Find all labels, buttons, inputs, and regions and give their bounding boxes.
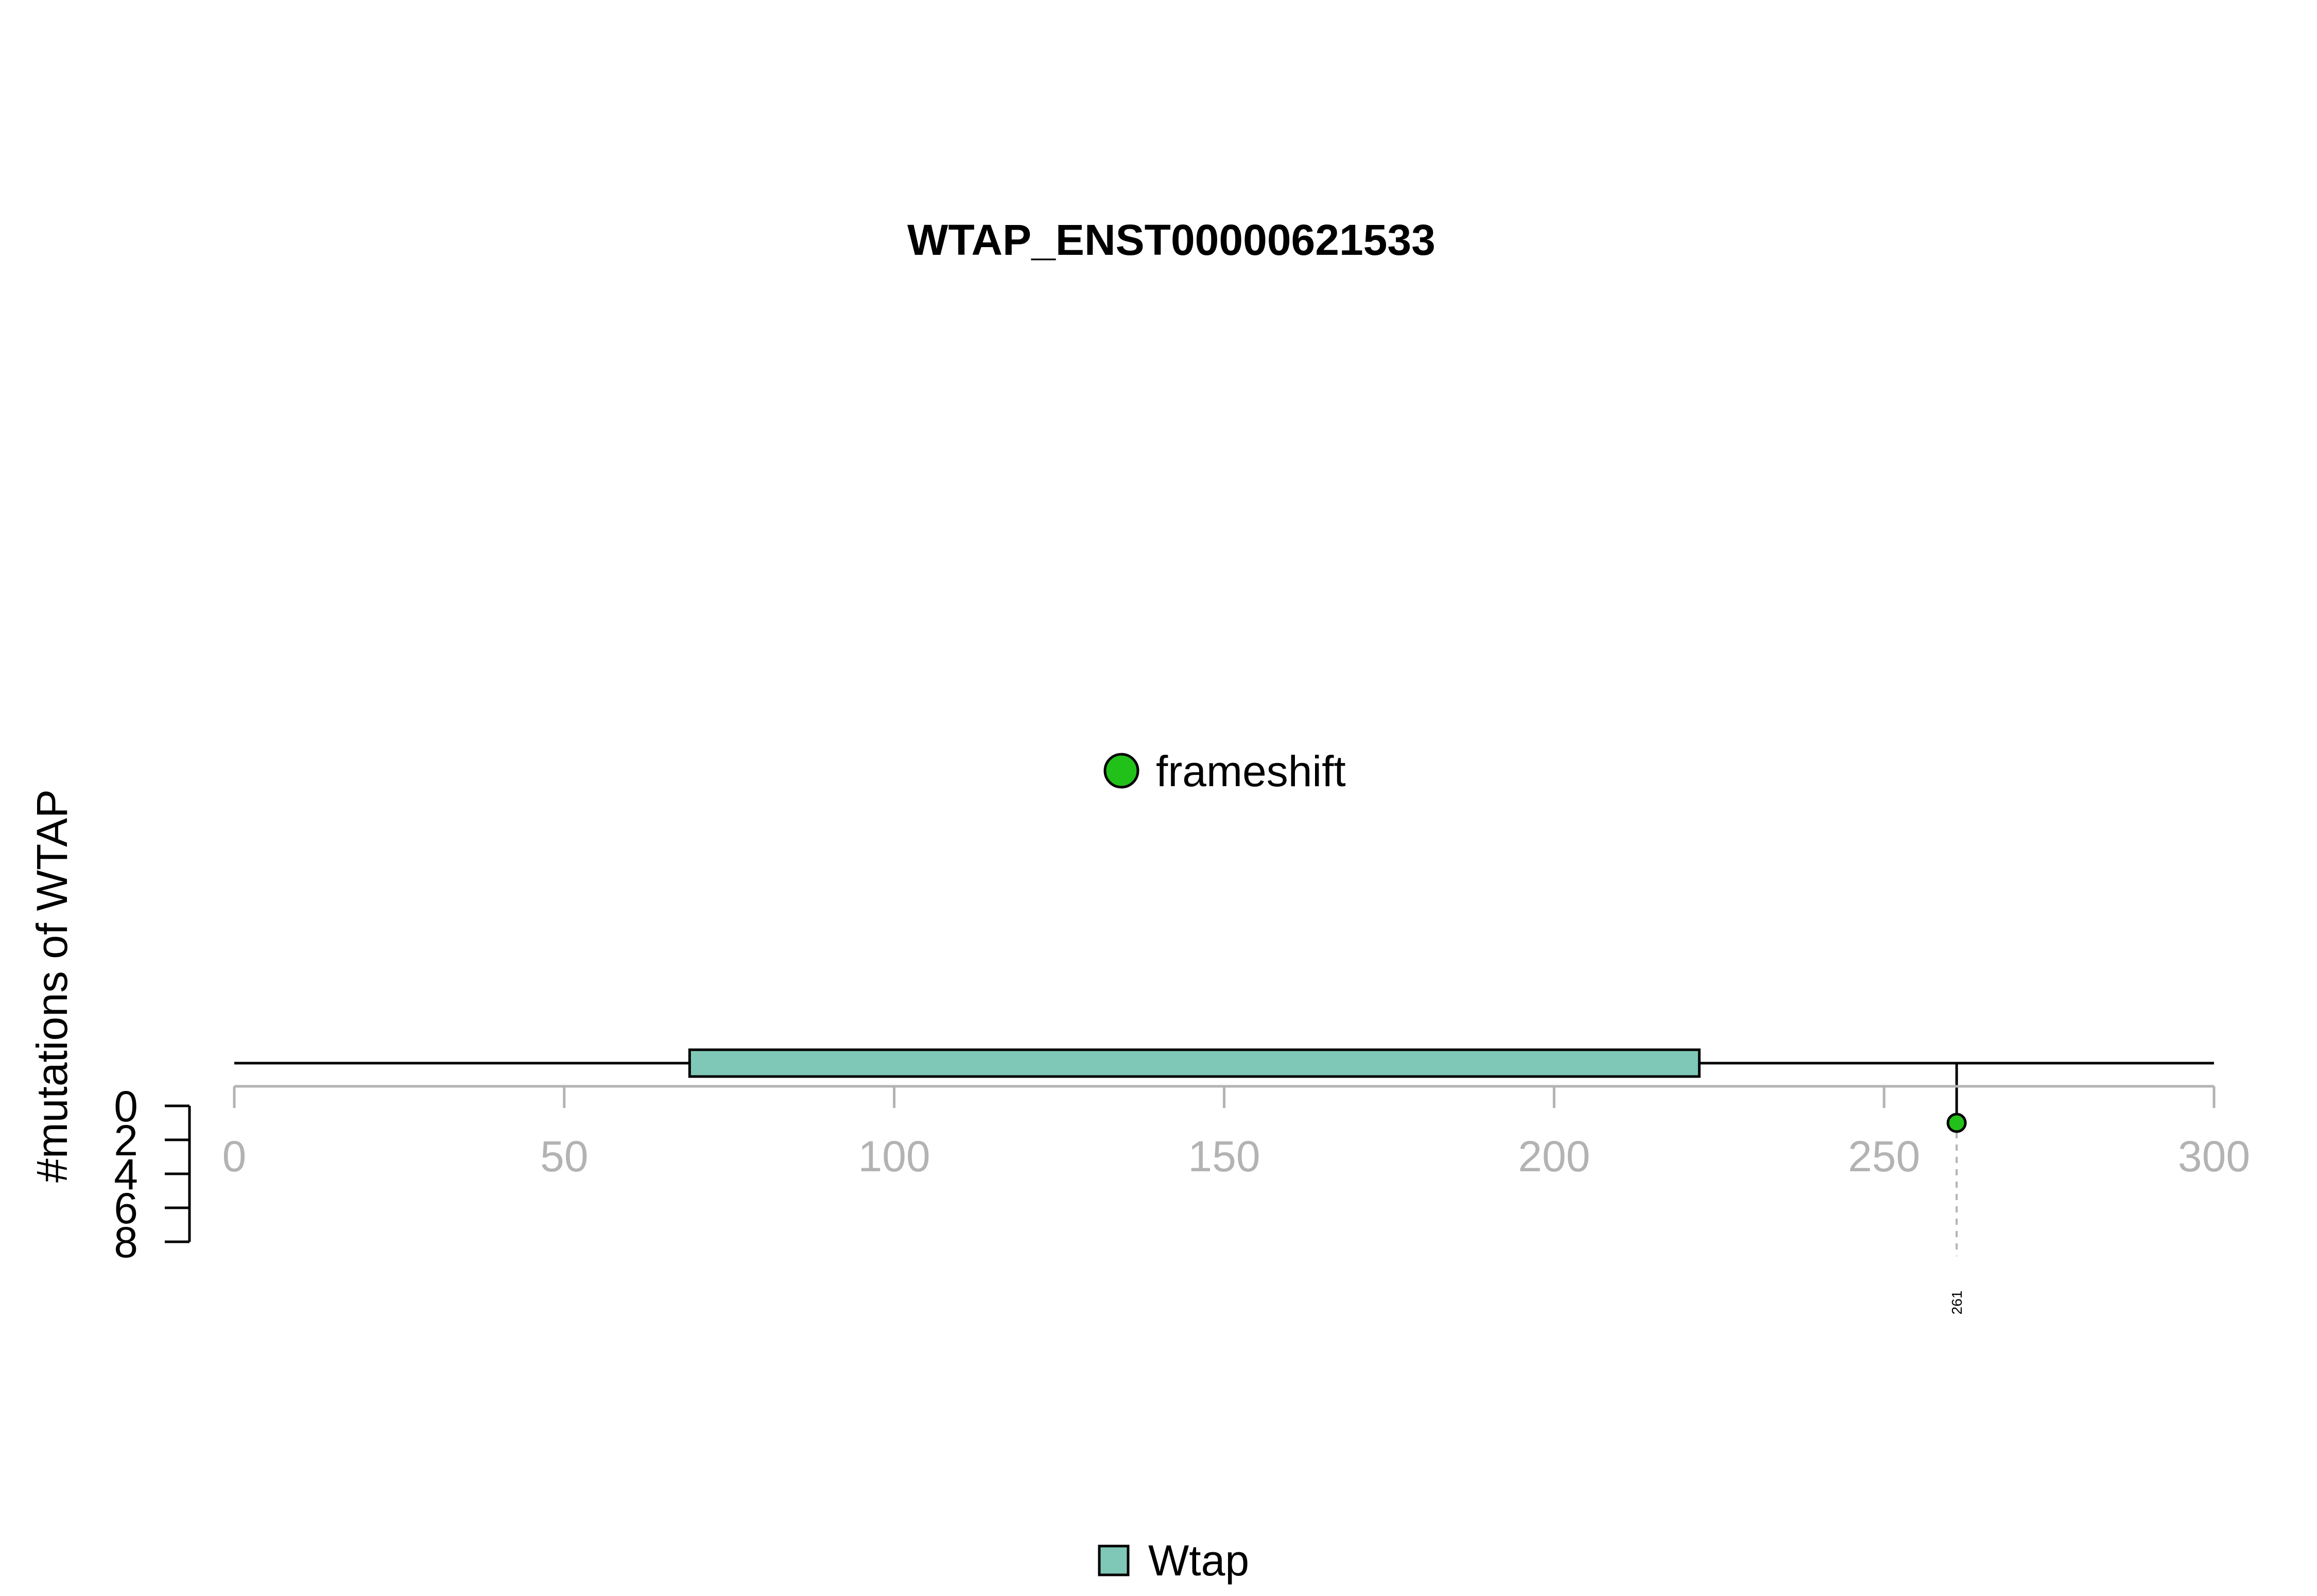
- legend-wtap-swatch: [1098, 1545, 1130, 1576]
- y-tick-label-8: 8: [114, 1218, 138, 1267]
- x-tick-label-250: 250: [1848, 1132, 1920, 1181]
- lollipop-position-label-261: 261: [1949, 1291, 1965, 1315]
- y-axis-label: #mutations of WTAP: [28, 789, 76, 1183]
- y-tick-label-2: 2: [114, 1116, 138, 1165]
- legend-frameshift-marker: [1103, 753, 1139, 789]
- x-tick-label-50: 50: [540, 1132, 588, 1181]
- domain-legend: Wtap: [1098, 1536, 1249, 1585]
- x-tick-label-200: 200: [1518, 1132, 1590, 1181]
- y-tick-label-4: 4: [114, 1150, 138, 1199]
- y-tick-label-0: 0: [114, 1082, 138, 1131]
- chart-title: WTAP_ENST00000621533: [907, 216, 1436, 264]
- legend-wtap-label: Wtap: [1148, 1536, 1249, 1585]
- domain-wtap: [688, 1048, 1701, 1078]
- y-tick-label-6: 6: [114, 1184, 138, 1233]
- x-tick-label-100: 100: [858, 1132, 930, 1181]
- lollipop-head-261: [1946, 1113, 1967, 1133]
- legend-frameshift-label: frameshift: [1156, 747, 1346, 795]
- x-axis: 0 50 100 150 200 250 300: [222, 1085, 2250, 1181]
- mutation-legend: frameshift: [1103, 747, 1346, 795]
- lollipop-layer: 261: [1946, 1063, 1967, 1315]
- x-tick-label-150: 150: [1188, 1132, 1260, 1181]
- x-tick-label-0: 0: [222, 1132, 247, 1181]
- x-tick-label-300: 300: [2178, 1132, 2250, 1181]
- domain-layer: [688, 1048, 1701, 1078]
